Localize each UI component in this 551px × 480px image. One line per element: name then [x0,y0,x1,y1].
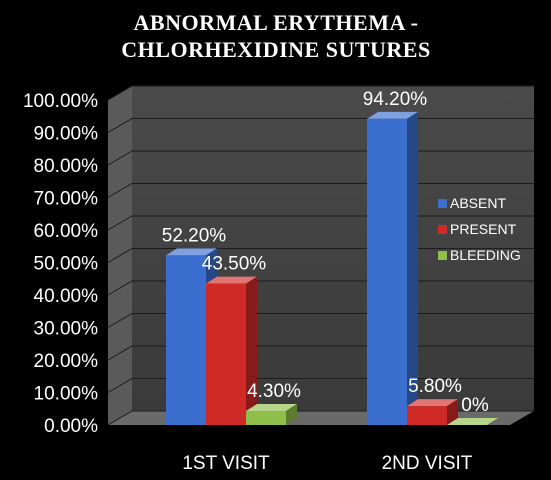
x-category-label: 1ST VISIT [182,453,270,474]
y-tick-label: 50.00% [34,254,99,275]
bar-front-face [166,255,206,425]
gridline [107,85,534,101]
bar-front-face [367,118,407,425]
bar-present-1 [206,276,257,425]
bar-front-face [246,411,286,425]
y-tick-label: 100.00% [23,91,98,112]
bar-bleeding-1 [246,404,297,425]
y-tick-label: 10.00% [34,384,99,405]
x-axis: 1ST VISIT 2ND VISIT [182,453,472,474]
y-tick-label: 90.00% [34,124,99,145]
legend-label: ABSENT [450,195,506,211]
bar-absent-2 [367,111,418,425]
data-labels: 52.20% 43.50% 4.30% 94.20% 5.80%0% [162,89,489,416]
bar-side-face [407,111,418,425]
chart-title-line-1: ABNORMAL ERYTHEMA - [134,10,419,35]
bar-front-face [407,406,447,425]
y-axis: 0.00% 10.00% 20.00% 30.00% 40.00% 50.00% 60.00… [23,91,98,437]
bar-top-face [447,418,498,425]
chart-title-line-2: CHLORHEXIDINE SUTURES [121,37,430,62]
y-tick-label: 80.00% [34,156,99,177]
legend-label: PRESENT [450,221,517,237]
bar-top-face [407,399,458,407]
bars [166,111,498,425]
bar-top-face [206,276,257,284]
y-tick-label: 70.00% [34,189,99,210]
bar-front-face [206,283,246,425]
bar-top-face [166,248,217,256]
data-label: 0% [461,395,489,416]
bar-top-face [246,404,297,412]
data-label: 5.80% [408,376,462,397]
bar-bleeding-2 [447,418,498,425]
y-tick-label: 0.00% [44,416,98,437]
legend-swatch [438,251,447,260]
bar-side-face [447,399,458,425]
y-tick-label: 40.00% [34,286,99,307]
legend-swatch [438,225,447,234]
data-label: 43.50% [202,254,267,275]
legend-label: BLEEDING [450,247,521,263]
data-label: 94.20% [363,89,428,110]
y-tick-label: 30.00% [34,319,99,340]
bar-side-face [286,404,297,425]
data-label: 4.30% [247,381,301,402]
bar-present-2 [407,399,458,425]
y-tick-label: 60.00% [34,221,99,242]
bar-top-face [367,111,418,119]
x-category-label: 2ND VISIT [382,453,473,474]
chart-title: ABNORMAL ERYTHEMA - CHLORHEXIDINE SUTURE… [121,10,430,62]
y-tick-label: 20.00% [34,351,99,372]
data-label: 52.20% [162,225,227,246]
bar-side-face [246,276,257,425]
legend-swatch [438,199,447,208]
legend: ABSENT PRESENT BLEEDING [438,195,521,263]
